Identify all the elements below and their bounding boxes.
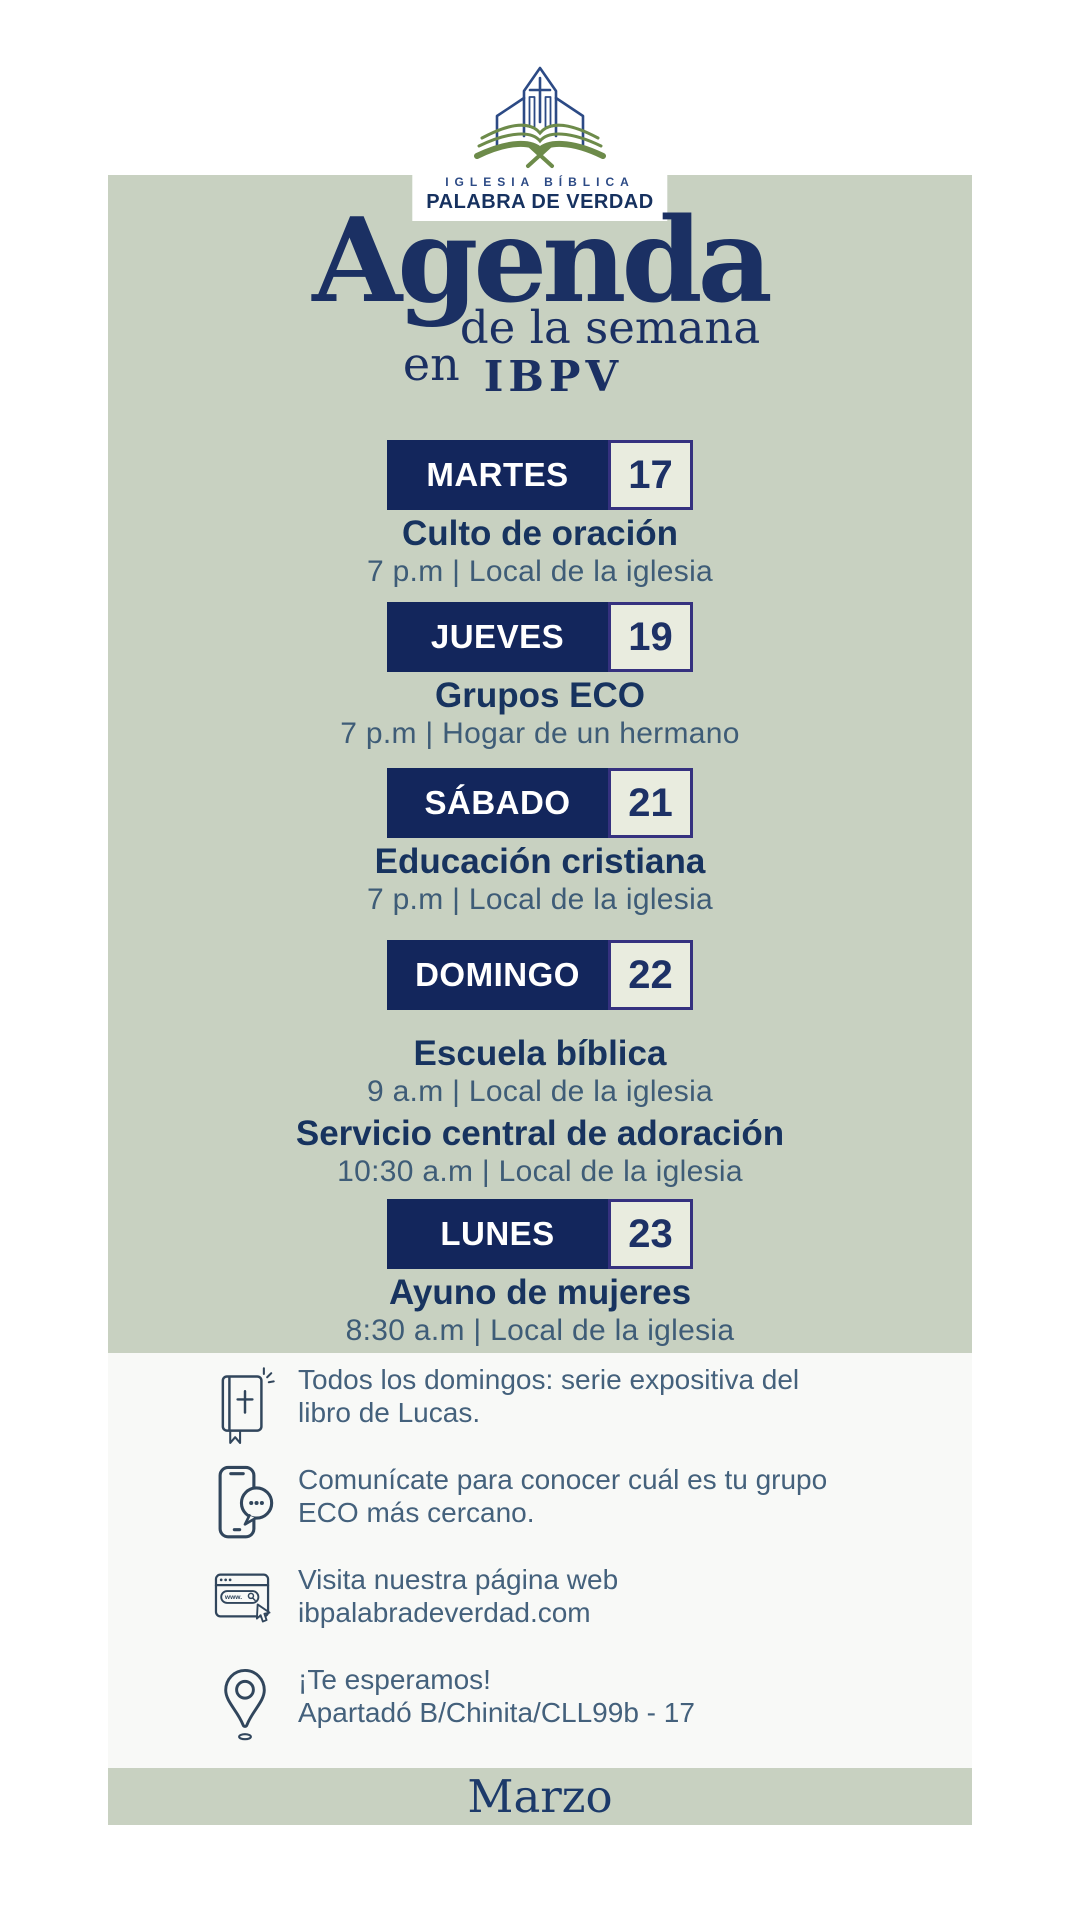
page-title: Agenda <box>312 193 773 329</box>
day-date: 19 <box>608 602 693 672</box>
church-logo-icon <box>474 66 606 168</box>
note-eco-contact: Comunícate para conocer cuál es tu grupo… <box>213 1459 942 1547</box>
note-sunday-series: Todos los domingos: serie expositiva del… <box>213 1359 942 1447</box>
note-line2: ECO más cercano. <box>298 1497 535 1528</box>
bible-icon <box>213 1359 277 1453</box>
note-text: Comunícate para conocer cuál es tu grupo… <box>298 1459 827 1529</box>
note-line1: Todos los domingos: serie expositiva del <box>298 1364 800 1395</box>
day-block-domingo: DOMINGO 22 Escuela bíblica 9 a.m | Local… <box>0 940 1080 1190</box>
event-detail: 7 p.m | Local de la iglesia <box>366 555 714 588</box>
note-text: Todos los domingos: serie expositiva del… <box>298 1359 799 1429</box>
note-text: Visita nuestra página web ibpalabradever… <box>298 1559 618 1629</box>
day-name: SÁBADO <box>387 768 608 838</box>
day-block-lunes: LUNES 23 Ayuno de mujeres 8:30 a.m | Loc… <box>0 1199 1080 1349</box>
event-detail: 7 p.m | Local de la iglesia <box>366 883 714 916</box>
note-line1: ¡Te esperamos! <box>298 1664 491 1695</box>
note-line2: Apartadó B/Chinita/CLL99b - 17 <box>298 1697 695 1728</box>
logo-org-line2: PALABRA DE VERDAD <box>426 191 654 213</box>
title-org-row: en IBPV <box>0 337 1053 398</box>
note-line2: libro de Lucas. <box>298 1397 481 1428</box>
logo-org-line1: IGLESIA BÍBLICA <box>445 175 635 189</box>
month-footer: Marzo <box>108 1768 972 1825</box>
day-date: 21 <box>608 768 693 838</box>
event-title: Escuela bíblica <box>413 1034 667 1073</box>
note-line2: ibpalabradeverdad.com <box>298 1597 591 1628</box>
day-date: 22 <box>608 940 693 1010</box>
title-org: IBPV <box>483 352 624 401</box>
event-title: Ayuno de mujeres <box>388 1273 692 1312</box>
event-title: Servicio central de adoración <box>295 1114 785 1153</box>
logo-label: IGLESIA BÍBLICA PALABRA DE VERDAD <box>412 170 668 221</box>
note-line1: Comunícate para conocer cuál es tu grupo <box>298 1464 828 1495</box>
day-name: DOMINGO <box>387 940 608 1010</box>
web-browser-icon: www. <box>213 1559 277 1635</box>
event-title: Educación cristiana <box>374 842 706 881</box>
day-header: SÁBADO 21 <box>387 768 693 838</box>
event-title: Grupos ECO <box>434 676 646 715</box>
month-label: Marzo <box>467 1770 613 1823</box>
day-date: 17 <box>608 440 693 510</box>
day-header: LUNES 23 <box>387 1199 693 1269</box>
event-detail: 10:30 a.m | Local de la iglesia <box>337 1155 743 1188</box>
day-block-martes: MARTES 17 Culto de oración 7 p.m | Local… <box>0 440 1080 590</box>
note-line1: Visita nuestra página web <box>298 1564 619 1595</box>
day-date: 23 <box>608 1199 693 1269</box>
page-subtitle: de la semana <box>459 301 761 354</box>
event-title: Culto de oración <box>401 514 679 553</box>
day-name: JUEVES <box>387 602 608 672</box>
phone-chat-icon <box>213 1459 277 1547</box>
notes-panel: Todos los domingos: serie expositiva del… <box>108 1353 972 1768</box>
event-detail: 8:30 a.m | Local de la iglesia <box>345 1314 735 1347</box>
location-pin-icon <box>213 1659 277 1749</box>
www-label: www. <box>224 1594 242 1601</box>
day-block-jueves: JUEVES 19 Grupos ECO 7 p.m | Hogar de un… <box>0 602 1080 752</box>
day-block-sabado: SÁBADO 21 Educación cristiana 7 p.m | Lo… <box>0 768 1080 918</box>
note-location: ¡Te esperamos! Apartadó B/Chinita/CLL99b… <box>213 1659 942 1747</box>
agenda-card-background <box>108 175 972 1353</box>
day-header: JUEVES 19 <box>387 602 693 672</box>
day-header: DOMINGO 22 <box>387 940 693 1010</box>
title-prefix: en <box>402 337 460 391</box>
event-detail: 9 a.m | Local de la iglesia <box>366 1075 714 1108</box>
note-text: ¡Te esperamos! Apartadó B/Chinita/CLL99b… <box>298 1659 695 1729</box>
day-header: MARTES 17 <box>387 440 693 510</box>
day-name: MARTES <box>387 440 608 510</box>
note-website: www. Visita nuestra página web ibpalabra… <box>213 1559 942 1647</box>
day-name: LUNES <box>387 1199 608 1269</box>
event-detail: 7 p.m | Hogar de un hermano <box>340 717 740 750</box>
church-book-logo <box>474 64 606 172</box>
